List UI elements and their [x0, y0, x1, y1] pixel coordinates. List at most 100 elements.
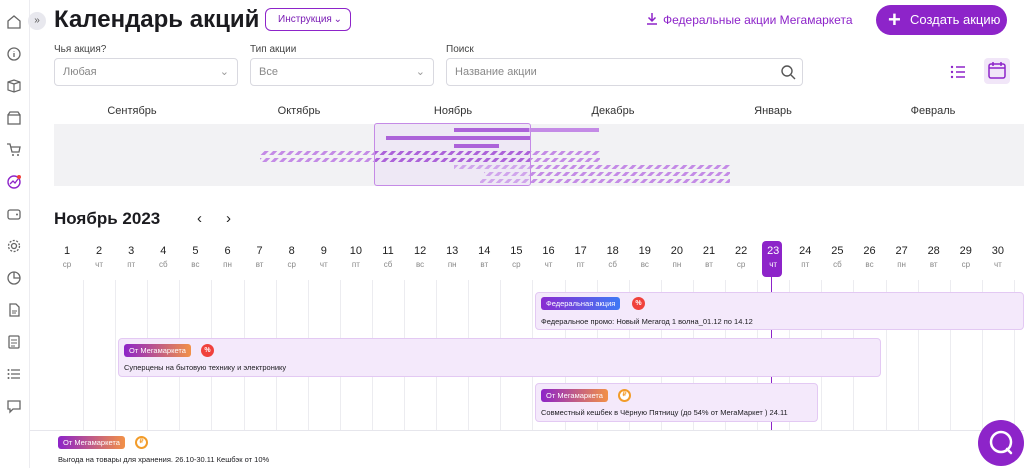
event-title: Федеральное промо: Новый Мегагод 1 волна… [541, 317, 753, 326]
event-black-friday-cashback[interactable]: От Мегамаркета ₽ Совместный кешбек в Чёр… [535, 383, 818, 422]
messages-icon[interactable] [6, 398, 22, 414]
instruction-dropdown[interactable]: Инструкция ⌄ [265, 8, 351, 31]
expand-sidebar-icon[interactable]: » [28, 12, 46, 30]
home-icon[interactable] [6, 14, 22, 30]
day-column: 23 чт [757, 245, 789, 269]
day-column: 20 пн [661, 245, 693, 269]
calendar-view-icon[interactable] [984, 58, 1010, 84]
day-number: 6 [224, 245, 231, 257]
day-weekday: пт [127, 260, 136, 269]
day-column: 21 вт [693, 245, 725, 269]
day-number: 8 [288, 245, 295, 257]
day-number: 2 [96, 245, 103, 257]
day-number: 21 [702, 245, 716, 257]
wallet-icon[interactable] [6, 206, 22, 222]
day-weekday: пт [801, 260, 810, 269]
analytics-icon[interactable] [6, 270, 22, 286]
owner-select[interactable]: Любая ⌄ [54, 58, 238, 86]
day-number: 5 [192, 245, 199, 257]
day-gridline [1013, 280, 1015, 430]
day-column: 29 ср [950, 245, 982, 269]
type-select-value: Все [259, 66, 278, 78]
cart-icon[interactable] [6, 142, 22, 158]
next-month-icon[interactable]: › [226, 210, 231, 227]
day-number: 23 [767, 245, 780, 257]
support-chat-button[interactable] [978, 420, 1024, 466]
day-number: 9 [320, 245, 327, 257]
cashback-icon: ₽ [618, 389, 631, 402]
search-input[interactable]: Название акции [446, 58, 803, 86]
sidebar [0, 0, 30, 468]
day-number: 13 [446, 245, 459, 257]
day-weekday: пн [223, 260, 232, 269]
day-weekday: чт [544, 260, 553, 269]
day-weekday: вт [255, 260, 264, 269]
chevron-down-icon: ⌄ [415, 66, 425, 78]
chevron-down-icon: ⌄ [219, 66, 229, 78]
day-column: 30 чт [982, 245, 1014, 269]
federal-promos-download-link[interactable]: Федеральные акции Мегамаркета [645, 12, 853, 27]
document-icon[interactable] [6, 302, 22, 318]
day-number: 1 [63, 245, 71, 257]
event-supersale-electronics[interactable]: От Мегамаркета % Суперцены на бытовую те… [118, 338, 881, 377]
federal-link-label: Федеральные акции Мегамаркета [663, 13, 853, 27]
day-weekday: сб [608, 260, 617, 269]
day-weekday: ср [287, 260, 296, 269]
list-view-icon[interactable] [948, 62, 968, 82]
day-gridline [885, 280, 887, 430]
day-number: 14 [478, 245, 491, 257]
day-number: 30 [991, 245, 1005, 257]
type-select[interactable]: Все ⌄ [250, 58, 434, 86]
search-icon[interactable] [780, 64, 796, 80]
day-weekday: ср [512, 260, 521, 269]
report-icon[interactable] [6, 334, 22, 350]
day-weekday: чт [95, 260, 104, 269]
day-column: 26 вс [854, 245, 886, 269]
promo-chart-icon[interactable] [6, 174, 22, 190]
event-federal-new-megayear[interactable]: Федеральная акция % Федеральное промо: Н… [535, 292, 1024, 330]
day-column: 10 пт [340, 245, 372, 269]
day-number: 27 [895, 245, 908, 257]
day-weekday: сб [383, 260, 393, 269]
day-weekday: вт [705, 260, 713, 269]
plus-icon: + [888, 7, 901, 32]
day-number: 4 [160, 245, 167, 257]
create-promo-button[interactable]: + Создать акцию [876, 5, 1007, 35]
day-weekday: вт [929, 260, 938, 269]
day-column: 4 сб [147, 245, 179, 269]
day-column: 9 чт [308, 245, 340, 269]
event-title: Совместный кешбек в Чёрную Пятницу (до 5… [541, 408, 788, 417]
day-column: 1 ср [51, 245, 83, 269]
day-number: 19 [638, 245, 651, 257]
day-column: 12 вс [404, 245, 436, 269]
event-storage-goods-cashback[interactable]: От Мегамаркета ₽ Выгода на товары для хр… [30, 430, 1024, 468]
list-icon[interactable] [6, 366, 22, 382]
day-column: 2 чт [83, 245, 115, 269]
percent-icon: % [201, 344, 214, 357]
day-weekday: пн [897, 260, 906, 269]
megamarket-badge: От Мегамаркета [58, 436, 125, 449]
day-number: 26 [863, 245, 876, 257]
day-number: 25 [831, 245, 844, 257]
megamarket-badge: От Мегамаркета [541, 389, 608, 402]
day-number: 18 [606, 245, 619, 257]
day-column: 11 сб [372, 245, 404, 269]
prev-month-icon[interactable]: ‹ [197, 210, 202, 227]
overview-timeline[interactable] [54, 124, 1024, 186]
day-number: 17 [574, 245, 587, 257]
owner-select-value: Любая [63, 66, 97, 78]
day-column: 6 пн [212, 245, 244, 269]
overview-selection-frame[interactable] [374, 123, 531, 186]
day-column: 24 пт [789, 245, 821, 269]
day-weekday: пн [447, 260, 457, 269]
month-title: Ноябрь 2023 [54, 209, 161, 228]
day-weekday: сб [159, 260, 168, 269]
day-weekday: сб [833, 260, 842, 269]
day-number: 11 [382, 245, 394, 257]
box-icon[interactable] [6, 78, 22, 94]
settings-icon[interactable] [6, 238, 22, 254]
event-title: Суперцены на бытовую технику и электрони… [124, 363, 287, 372]
info-icon[interactable] [6, 46, 22, 62]
store-icon[interactable] [6, 110, 22, 126]
overview-month: Январь [754, 105, 792, 117]
